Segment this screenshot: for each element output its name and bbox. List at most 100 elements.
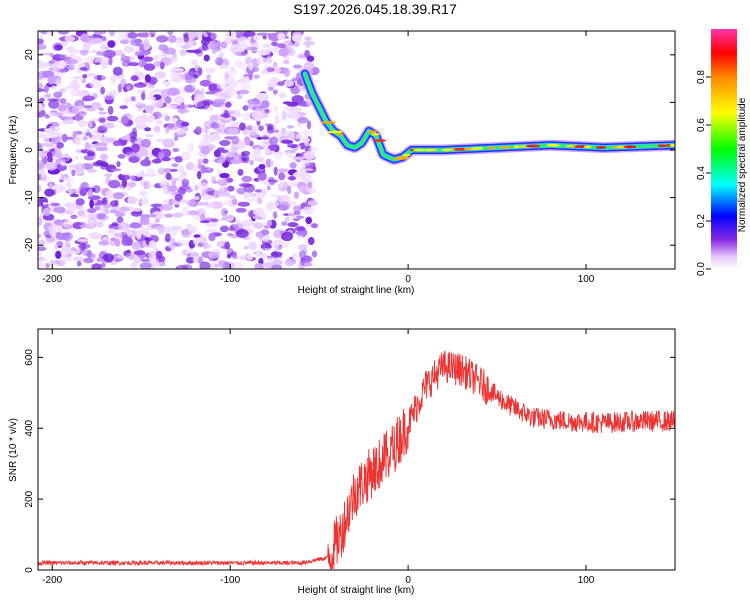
noise-blob [266, 185, 271, 191]
colorbar-label: Normalized spectral amplitude [737, 97, 748, 232]
noise-blob [127, 32, 138, 39]
noise-blob [209, 135, 217, 142]
noise-blob [146, 96, 157, 100]
noise-blob [295, 230, 305, 236]
y-tick-label: 200 [24, 490, 35, 507]
noise-blob [193, 196, 200, 201]
noise-blob [112, 192, 125, 200]
ridge-hotspot [623, 145, 637, 149]
noise-blob [209, 115, 220, 122]
noise-blob [160, 184, 168, 189]
noise-blob [77, 91, 91, 96]
noise-blob [127, 62, 140, 67]
noise-blob [199, 182, 209, 191]
noise-blob [86, 107, 96, 112]
noise-blob [143, 38, 150, 46]
noise-blob [224, 101, 232, 108]
noise-blob [259, 144, 268, 148]
noise-blob [176, 129, 186, 135]
noise-blob [185, 76, 197, 84]
noise-blob [247, 192, 257, 198]
noise-blob [305, 101, 311, 106]
noise-blob [148, 83, 155, 89]
noise-blob [191, 84, 197, 89]
noise-blob [231, 146, 238, 154]
noise-blob [38, 72, 44, 81]
noise-blob [104, 46, 110, 50]
noise-blob [108, 179, 121, 189]
noise-blob [220, 41, 228, 49]
noise-blob [175, 264, 189, 269]
noise-blob [277, 183, 284, 188]
noise-blob [91, 118, 100, 122]
noise-blob [101, 198, 107, 204]
noise-blob [41, 31, 47, 35]
noise-blob [285, 259, 294, 267]
noise-blob [115, 74, 124, 80]
noise-blob [38, 162, 45, 171]
noise-blob [202, 242, 209, 249]
noise-blob [272, 61, 278, 68]
noise-blob [79, 62, 85, 68]
noise-blob [174, 156, 183, 163]
noise-blob [247, 241, 258, 251]
noise-blob [213, 189, 226, 197]
noise-blob [266, 205, 275, 212]
noise-blob [278, 92, 287, 99]
noise-blob [266, 200, 279, 208]
noise-blob [55, 250, 62, 259]
noise-blob [277, 81, 285, 86]
noise-blob [253, 74, 260, 79]
noise-blob [108, 56, 113, 66]
noise-blob [89, 199, 94, 209]
noise-blob [165, 105, 177, 109]
noise-blob [304, 36, 312, 41]
noise-blob [136, 100, 144, 106]
noise-blob [139, 45, 145, 52]
ridge-hotspot [669, 144, 675, 147]
noise-blob [72, 256, 85, 262]
y-tick-label: 0 [24, 567, 35, 573]
noise-blob [253, 148, 261, 155]
noise-blob [241, 151, 246, 157]
spectrogram-noise-region [38, 31, 320, 269]
snr-y-ticks: 0 200 400 600 [24, 349, 675, 573]
noise-blob [88, 144, 93, 150]
noise-blob [219, 172, 230, 179]
noise-blob [120, 135, 130, 140]
noise-blob [88, 120, 93, 128]
noise-blob [264, 123, 271, 127]
noise-blob [303, 255, 311, 262]
ridge-hotspot [486, 146, 497, 150]
noise-blob [157, 167, 165, 175]
noise-blob [120, 115, 129, 125]
noise-blob [272, 122, 277, 132]
noise-blob [302, 262, 313, 267]
noise-blob [208, 251, 220, 259]
noise-blob [134, 51, 145, 57]
noise-blob [111, 222, 119, 226]
noise-blob [278, 168, 289, 173]
noise-blob [129, 114, 135, 119]
noise-blob [185, 199, 196, 207]
noise-blob [68, 64, 75, 71]
ridge-hotspot [476, 147, 484, 150]
noise-blob [94, 142, 106, 146]
noise-blob [224, 241, 231, 250]
noise-blob [47, 75, 54, 85]
noise-blob [252, 215, 258, 219]
noise-blob [163, 168, 172, 173]
noise-blob [90, 79, 102, 89]
snr-panel: -200 -100 0 100 0 200 400 600 Height of straig… [8, 328, 676, 596]
noise-blob [194, 184, 200, 191]
noise-blob [227, 152, 234, 158]
noise-blob [43, 128, 54, 132]
noise-blob [308, 147, 319, 152]
spectrogram-x-ticks: -200 -100 0 100 [42, 31, 595, 285]
noise-blob [148, 251, 156, 260]
noise-blob [139, 262, 152, 269]
noise-blob [232, 261, 243, 269]
x-tick-label: -200 [42, 575, 62, 586]
noise-blob [117, 83, 123, 93]
